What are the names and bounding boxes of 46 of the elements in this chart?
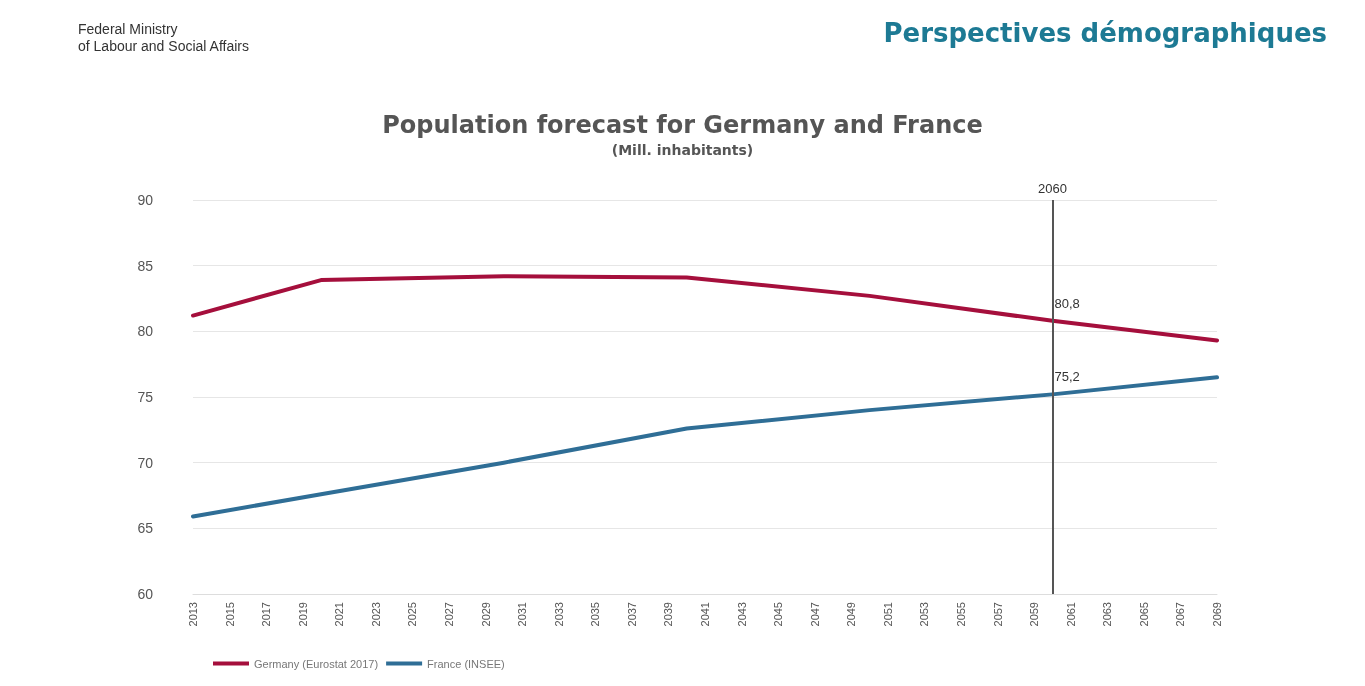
x-tick-label: 2025 xyxy=(406,602,419,627)
x-tick-label: 2065 xyxy=(1137,602,1150,627)
x-tick-label: 2029 xyxy=(479,602,492,627)
x-tick-label: 2059 xyxy=(1028,602,1041,627)
x-tick-label: 2021 xyxy=(333,602,346,627)
x-tick-label: 2057 xyxy=(991,602,1004,627)
x-tick-label: 2019 xyxy=(296,602,309,627)
text: Federal Ministry of Labour and Social Affairs xyxy=(78,20,249,54)
x-tick-label: 2045 xyxy=(772,602,785,627)
chart-subtitle: (Mill. inhabitants) xyxy=(611,142,754,158)
x-tick-label: 2049 xyxy=(845,602,858,627)
x-tick-label: 2051 xyxy=(881,602,894,627)
annotation: 75,2 xyxy=(1054,369,1080,385)
x-tick-label: 2053 xyxy=(918,602,931,627)
x-tick-label: 2061 xyxy=(1064,602,1077,627)
x-tick-label: 2067 xyxy=(1174,602,1187,627)
y-tick-label: 80 xyxy=(137,323,154,340)
ref-line-label: 2060 xyxy=(1037,181,1067,196)
y-tick-label: 70 xyxy=(137,454,154,471)
x-tick-label: 2017 xyxy=(260,602,273,627)
legend-label: France (INSEE) xyxy=(427,657,505,670)
x-tick-label: 2035 xyxy=(589,602,602,627)
y-tick-label: 90 xyxy=(137,192,154,208)
x-tick-label: 2015 xyxy=(223,602,236,627)
x-tick-label: 2041 xyxy=(699,602,711,627)
x-tick-label: 2063 xyxy=(1101,602,1114,627)
text: Perspectives démographiques xyxy=(883,18,1328,48)
x-tick-label: 2047 xyxy=(808,602,821,627)
x-tick-label: 2027 xyxy=(443,602,455,627)
x-tick-label: 2037 xyxy=(625,602,638,627)
annotation: 80,8 xyxy=(1054,295,1080,311)
y-tick-label: 65 xyxy=(137,520,154,537)
y-tick-label: 75 xyxy=(137,389,154,405)
x-tick-label: 2023 xyxy=(369,602,382,627)
x-tick-label: 2069 xyxy=(1211,602,1223,627)
x-tick-label: 2031 xyxy=(516,602,529,627)
y-tick-label: 60 xyxy=(137,586,154,602)
legend-label: Germany (Eurostat 2017) xyxy=(254,657,379,670)
y-tick-label: 85 xyxy=(137,257,154,274)
chart-title: Population forecast for Germany and France xyxy=(382,111,983,139)
x-tick-label: 2033 xyxy=(552,602,565,627)
x-tick-label: 2013 xyxy=(187,602,199,627)
x-tick-label: 2043 xyxy=(735,602,748,627)
line-series xyxy=(191,274,1219,343)
x-tick-label: 2039 xyxy=(662,602,675,627)
x-tick-label: 2055 xyxy=(955,602,967,627)
